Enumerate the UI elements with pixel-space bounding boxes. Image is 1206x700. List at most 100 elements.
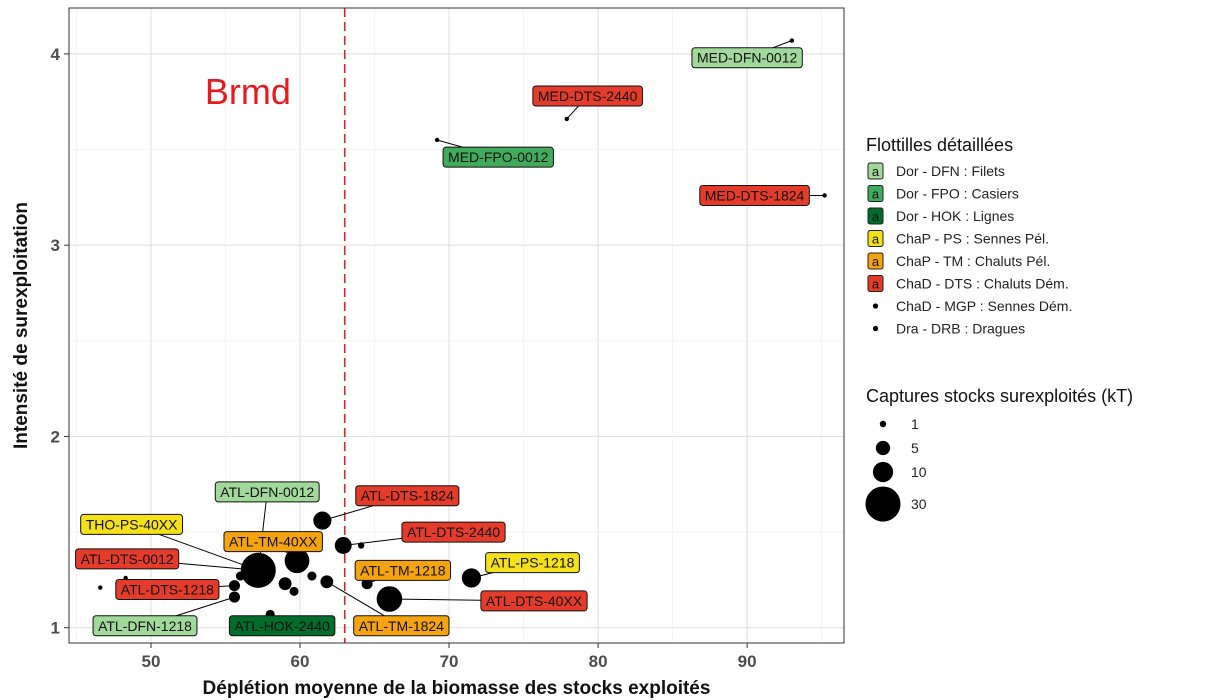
- x-tick-label: 50: [142, 652, 161, 671]
- point-label-text: ATL-DTS-0012: [81, 551, 174, 567]
- point-label: MED-DFN-0012: [691, 47, 803, 69]
- point-label-text: THO-PS-40XX: [86, 516, 178, 532]
- data-point: [240, 552, 276, 588]
- legend-size-label: 5: [911, 440, 919, 456]
- legend-key-swatch: [867, 162, 884, 180]
- legend-key-swatch: [867, 230, 884, 247]
- point-label-text: MED-DFN-0012: [697, 50, 798, 66]
- legend-key-swatch: [867, 252, 884, 270]
- x-tick-label: 90: [738, 652, 757, 671]
- point-label: ATL-HOK-2440: [228, 615, 336, 637]
- legend-fleet-label: Dor - DFN : Filets: [896, 163, 1005, 179]
- axes: 50 60 70 80 90 1 2 3 4: [51, 45, 757, 671]
- point-label: MED-FPO-0012: [442, 146, 554, 168]
- data-point: [461, 568, 482, 588]
- data-point: [307, 571, 317, 581]
- point-label: ATL-TM-40XX: [223, 531, 323, 553]
- y-tick-label: 2: [51, 427, 60, 446]
- point-label-box: [442, 146, 554, 168]
- point-label-box: [214, 481, 320, 503]
- point-label-box: [115, 578, 220, 600]
- y-tick-label: 1: [51, 619, 60, 638]
- legend-key-glyph: a: [872, 164, 880, 179]
- legend-size-title: Captures stocks surexploités (kT): [866, 386, 1133, 406]
- legend-fleet-item: a Dor - HOK : Lignes: [867, 207, 1014, 225]
- point-label: ATL-DTS-1824: [355, 485, 460, 507]
- point-label-box: [401, 521, 506, 543]
- legend-fleet-item: a ChaD - DTS : Chaluts Dém.: [867, 275, 1069, 292]
- legend-fleet-item: a ChaP - PS : Sennes Pél.: [867, 230, 1049, 247]
- point-label-box: [354, 559, 452, 581]
- point-label-text: MED-DTS-1824: [705, 187, 805, 203]
- legend-key-dot: [872, 325, 879, 332]
- data-point: [822, 193, 827, 198]
- legend-key-dot: [872, 303, 879, 309]
- legend-fleet-label: ChaD - DTS : Chaluts Dém.: [896, 276, 1069, 292]
- legend-size-dot: [879, 420, 887, 428]
- brmd-annotation: Brmd: [205, 71, 291, 112]
- legend-key-glyph: a: [872, 277, 880, 292]
- legend-size-dot: [872, 461, 894, 483]
- point-label: ATL-DFN-1218: [92, 615, 198, 637]
- x-tick-label: 60: [291, 652, 310, 671]
- legend-key-glyph: a: [872, 187, 880, 202]
- point-label-box: [532, 85, 643, 107]
- legend-size-label: 1: [911, 416, 919, 432]
- data-points: [98, 38, 827, 619]
- legend-size-item: 1: [879, 416, 919, 432]
- point-label: ATL-DTS-1218: [115, 578, 220, 600]
- point-label-text: ATL-DTS-2440: [407, 524, 500, 540]
- point-label: ATL-DTS-0012: [75, 548, 180, 570]
- y-tick-label: 3: [51, 236, 60, 255]
- point-label-box: [353, 615, 450, 637]
- x-tick-label: 70: [440, 652, 459, 671]
- legend-fleet-item: Dra - DRB : Dragues: [872, 321, 1025, 337]
- legend-fleet-item: a ChaP - TM : Chaluts Pél.: [867, 252, 1050, 270]
- point-label-box: [699, 184, 810, 206]
- point-label-box: [80, 513, 184, 535]
- point-label-box: [485, 552, 580, 574]
- point-label-box: [355, 485, 460, 507]
- legend-size-items: 1 5 10 30: [865, 416, 927, 522]
- point-label-text: MED-FPO-0012: [448, 149, 549, 165]
- legend-fleet-title: Flottilles détaillées: [866, 135, 1013, 155]
- point-label: MED-DTS-2440: [532, 85, 643, 107]
- y-axis-title: Intensité de surexploitation: [11, 202, 32, 449]
- point-label-box: [92, 615, 198, 637]
- data-point: [98, 585, 103, 590]
- legend-size-dot: [875, 440, 891, 456]
- legend-fleet-label: ChaP - PS : Sennes Pél.: [896, 231, 1049, 247]
- legend-size-label: 10: [911, 464, 927, 480]
- legend: Flottilles détaillées a Dor - DFN : Filet…: [865, 135, 1133, 522]
- legend-fleet-label: Dor - HOK : Lignes: [896, 208, 1014, 224]
- legend-size-item: 30: [865, 486, 927, 522]
- legend-size-item: 5: [875, 440, 919, 456]
- point-label-box: [75, 548, 180, 570]
- point-label-text: ATL-DTS-40XX: [486, 593, 583, 609]
- data-point: [284, 548, 310, 574]
- point-label: ATL-DTS-2440: [401, 521, 506, 543]
- point-label: MED-DTS-1824: [699, 184, 810, 206]
- data-point: [361, 578, 373, 590]
- data-point: [334, 536, 352, 554]
- x-tick-label: 80: [589, 652, 608, 671]
- legend-key-glyph: a: [872, 209, 880, 224]
- legend-fleet-item: ChaD - MGP : Sennes Dém.: [872, 298, 1072, 314]
- legend-key-swatch: [867, 275, 884, 292]
- data-point: [289, 586, 299, 596]
- legend-key-glyph: a: [872, 254, 880, 269]
- legend-key-swatch: [867, 207, 884, 225]
- point-label-box: [480, 590, 588, 612]
- point-label-text: ATL-TM-1824: [359, 618, 445, 634]
- point-label-text: ATL-TM-1218: [360, 562, 446, 578]
- point-label-box: [691, 47, 803, 69]
- legend-fleet-item: a Dor - DFN : Filets: [867, 162, 1005, 180]
- x-axis-title: Déplétion moyenne de la biomasse des sto…: [203, 678, 711, 699]
- point-label-text: ATL-HOK-2440: [234, 618, 330, 634]
- point-label-box: [228, 615, 336, 637]
- point-label: ATL-DFN-0012: [214, 481, 320, 503]
- data-point: [228, 580, 240, 592]
- point-label: ATL-PS-1218: [485, 552, 580, 574]
